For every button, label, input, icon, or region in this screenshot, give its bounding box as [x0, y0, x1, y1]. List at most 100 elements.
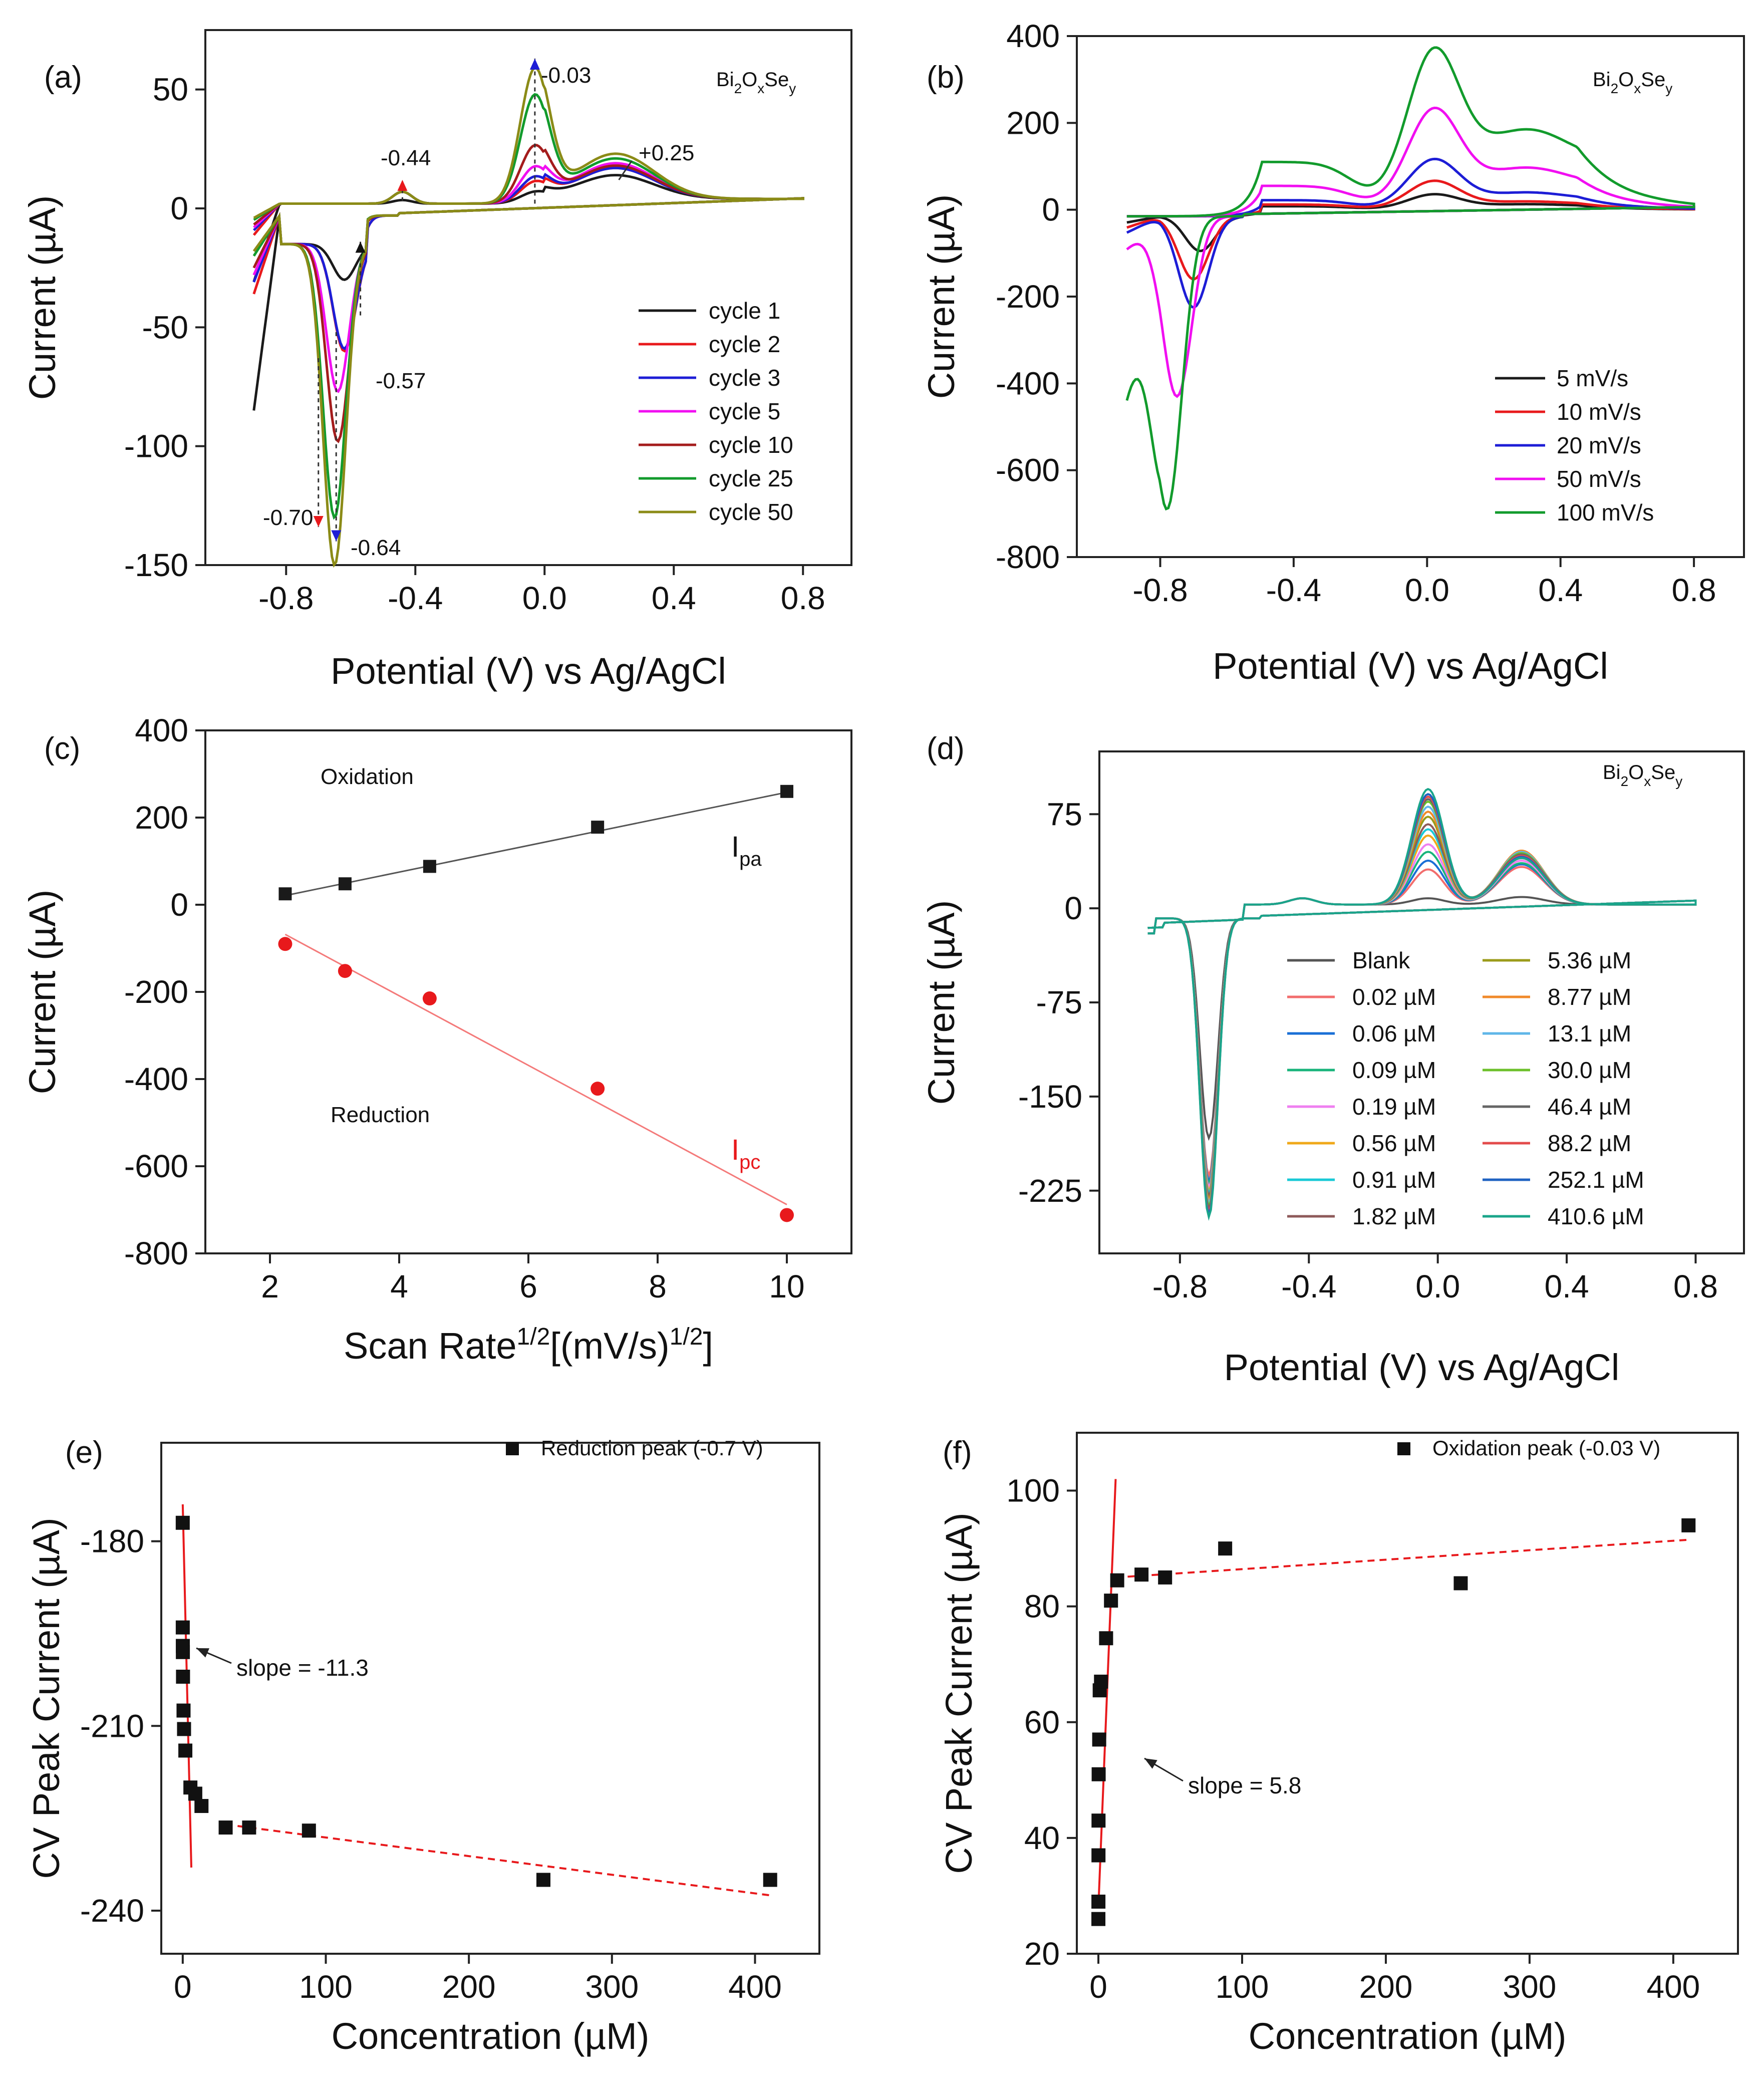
legend-label: 0.91 µM — [1352, 1167, 1436, 1193]
x-tick-label: 400 — [1646, 1969, 1700, 2005]
data-point — [302, 1823, 316, 1838]
panel-label-c: (c) — [44, 731, 80, 766]
legend-label: 252.1 µM — [1548, 1167, 1644, 1193]
y-axis-label: CV Peak Current (µA) — [938, 1512, 980, 1874]
legend-label: cycle 5 — [709, 398, 780, 424]
y-axis-label: CV Peak Current (µA) — [26, 1517, 67, 1879]
legend-label: 13.1 µM — [1548, 1020, 1631, 1046]
data-f — [1091, 1479, 1696, 1926]
y-tick-label: 400 — [1006, 18, 1060, 54]
y-tick-label: 100 — [1006, 1473, 1060, 1509]
axes-f: 0 100 200 300 400 20 40 60 80 100 Concentration (µ… — [938, 1432, 1739, 2057]
arrow-head — [331, 530, 342, 542]
panel-b: (b) Bi2OxSey -0.8 -0.4 0.0 0.4 0.8 -800 -600 -4… — [921, 18, 1745, 687]
legend-label: Reduction peak (-0.7 V) — [541, 1436, 763, 1460]
x-tick-label: -0.4 — [1281, 1268, 1336, 1304]
data-point — [1091, 1813, 1106, 1828]
legend-label: 46.4 µM — [1548, 1094, 1631, 1120]
data-point — [591, 821, 605, 834]
curves-a — [252, 66, 804, 568]
legend-label: cycle 2 — [709, 331, 780, 357]
x-tick-label: 0.8 — [1673, 1268, 1718, 1304]
x-tick-label: 0 — [1089, 1969, 1107, 2005]
y-tick-label: 60 — [1024, 1704, 1060, 1740]
data-point — [1091, 1848, 1106, 1863]
legend-label: 88.2 µM — [1548, 1130, 1631, 1156]
legend-swatch — [1397, 1442, 1410, 1455]
x-axis-label: Potential (V) vs Ag/AgCl — [331, 650, 726, 692]
y-axis-label: Current (µA) — [921, 194, 962, 399]
data-point — [763, 1873, 777, 1887]
legend-label: 0.06 µM — [1352, 1020, 1436, 1046]
cv-curve — [1126, 157, 1695, 309]
x-tick-label: 400 — [728, 1969, 782, 2005]
data-point — [177, 1722, 191, 1736]
x-tick-label: 10 — [769, 1268, 804, 1304]
arrow-head — [397, 180, 408, 191]
y-tick-label: 75 — [1047, 796, 1082, 832]
y-tick-label: -200 — [124, 974, 188, 1010]
legend-label: 1.82 µM — [1352, 1203, 1436, 1229]
arrow-head — [529, 58, 540, 70]
y-tick-label: 200 — [135, 800, 188, 836]
y-tick-label: -400 — [124, 1061, 188, 1097]
legend-label: 0.02 µM — [1352, 984, 1436, 1010]
x-tick-label: 0.8 — [781, 580, 825, 616]
data-point — [536, 1873, 550, 1887]
curves-d — [1147, 788, 1697, 1221]
x-tick-label: 100 — [1216, 1969, 1269, 2005]
cv-curve — [252, 66, 804, 568]
annotation-arrowhead — [1144, 1758, 1157, 1769]
data-point — [1110, 1573, 1124, 1588]
reduction-label: Reduction — [331, 1103, 430, 1127]
legend-a: cycle 1 cycle 2 cycle 3 cycle 5 cycle 10 cycl… — [639, 298, 793, 525]
legend-label: 5 mV/s — [1557, 365, 1628, 391]
data-point — [423, 860, 436, 873]
x-tick-label: 0.0 — [1405, 572, 1449, 608]
axes-b: -0.8 -0.4 0.0 0.4 0.8 -800 -600 -400 -200 0 200 400… — [921, 18, 1745, 687]
curves-b — [1125, 46, 1695, 511]
y-tick-label: 200 — [1006, 105, 1060, 141]
data-point — [1094, 1674, 1108, 1689]
x-tick-label: 6 — [519, 1268, 537, 1304]
y-tick-label: 0 — [170, 887, 188, 923]
legend-d: Blank 0.02 µM 0.06 µM 0.09 µM 0.19 µM 0.56 µM… — [1287, 947, 1644, 1229]
x-axis-label: Potential (V) vs Ag/AgCl — [1213, 645, 1608, 687]
legend-label: 20 mV/s — [1557, 432, 1641, 458]
data-point — [188, 1786, 202, 1801]
axes-d: -0.8 -0.4 0.0 0.4 0.8 -225 -150 -75 0 75 Potential… — [921, 750, 1745, 1388]
data-point — [175, 1515, 190, 1530]
x-tick-label: 0.0 — [522, 580, 567, 616]
x-tick-label: 0.0 — [1415, 1268, 1460, 1304]
plot-frame — [204, 729, 852, 1254]
data-point — [591, 1082, 605, 1096]
annotation-arrowhead — [196, 1648, 209, 1658]
legend-label: 5.36 µM — [1548, 947, 1631, 973]
data-point — [176, 1703, 191, 1718]
panel-c: (c) 2 4 6 8 10 -800 -600 -400 -200 0 200 400 Scan Ra… — [22, 712, 852, 1367]
data-point — [278, 937, 292, 951]
y-tick-label: -200 — [996, 279, 1060, 315]
panel-label-f: (f) — [943, 1435, 972, 1470]
y-tick-label: 0 — [1064, 890, 1082, 926]
panel-f: (f) 0 100 200 300 400 20 40 60 80 100 Concentratio… — [938, 1432, 1739, 2057]
chem-label-b: Bi2OxSey — [1593, 69, 1672, 96]
data-point — [1099, 1631, 1113, 1646]
data-point — [175, 1620, 190, 1635]
panel-label-a: (a) — [44, 60, 82, 95]
legend-label: cycle 1 — [709, 298, 780, 324]
data-point — [422, 991, 437, 1006]
panel-label-e: (e) — [65, 1435, 103, 1470]
data-point — [1092, 1732, 1106, 1747]
y-tick-label: 40 — [1024, 1820, 1060, 1856]
data-point — [338, 964, 352, 978]
y-axis-label: Current (µA) — [921, 900, 962, 1105]
arrow-head — [313, 516, 324, 528]
axes-c: 2 4 6 8 10 -800 -600 -400 -200 0 200 400 Scan Rate1/… — [22, 712, 852, 1367]
data-point — [1104, 1594, 1118, 1608]
x-tick-label: 0.4 — [652, 580, 696, 616]
chem-label-d: Bi2OxSey — [1603, 761, 1682, 789]
data-point — [780, 1208, 794, 1222]
x-axis-label: Scan Rate1/2[(mV/s)1/2] — [344, 1324, 713, 1367]
x-axis-label: Concentration (µM) — [332, 2015, 650, 2057]
